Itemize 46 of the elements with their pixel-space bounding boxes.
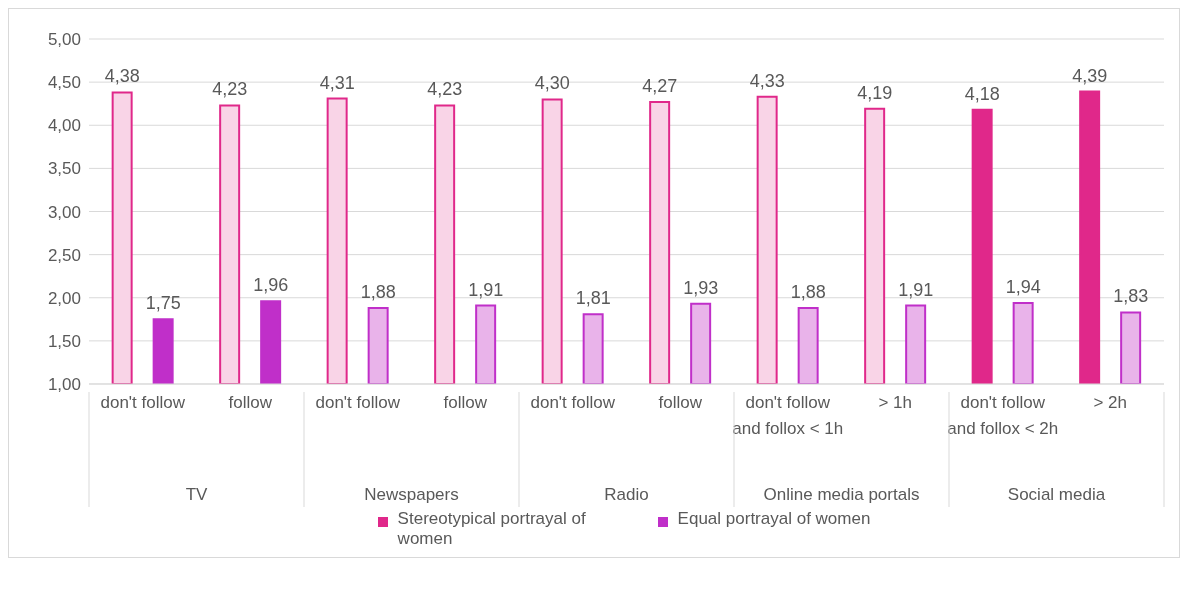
data-label: 1,88 bbox=[790, 282, 826, 303]
data-label: 1,96 bbox=[253, 275, 289, 296]
y-tick-label: 3,00 bbox=[47, 202, 81, 222]
data-label: 1,94 bbox=[1005, 276, 1041, 297]
y-tick-label: 5,00 bbox=[47, 30, 81, 50]
data-label: 4,23 bbox=[212, 79, 248, 100]
data-label: 4,30 bbox=[534, 73, 570, 94]
x-tick-label: follow bbox=[228, 393, 273, 412]
x-tick-label: follow bbox=[443, 393, 488, 412]
x-tick-label: > 1h bbox=[878, 393, 913, 412]
data-label: 1,75 bbox=[145, 293, 181, 314]
data-label: 4,19 bbox=[857, 82, 893, 103]
data-label: 4,27 bbox=[642, 75, 678, 96]
y-tick-label: 2,50 bbox=[47, 245, 81, 265]
x-tick-label: don't follow bbox=[100, 393, 186, 412]
text: Social media bbox=[1007, 485, 1106, 504]
y-tick-label: 4,50 bbox=[47, 73, 81, 93]
x-tick-label: don't follow bbox=[315, 393, 401, 412]
data-label: 4,23 bbox=[427, 79, 463, 100]
legend-label: Equal portrayal of women bbox=[677, 509, 871, 529]
x-tick-label: > 2h bbox=[1093, 393, 1128, 412]
text: TV bbox=[185, 485, 209, 504]
text: Online media portals bbox=[763, 485, 920, 504]
data-label: 1,91 bbox=[898, 279, 934, 300]
data-label: 1,81 bbox=[575, 288, 611, 309]
data-label: 4,33 bbox=[749, 70, 785, 91]
y-tick-label: 3,50 bbox=[47, 159, 81, 179]
text: Newspapers bbox=[364, 485, 459, 504]
y-tick-label: 1,00 bbox=[47, 375, 81, 395]
data-label: 4,39 bbox=[1072, 65, 1108, 86]
x-tick-label: don't follow and follox < 2h bbox=[947, 393, 1059, 438]
legend-label: Stereotypical portrayal of women bbox=[397, 509, 587, 549]
x-tick-label: follow bbox=[658, 393, 703, 412]
text: Radio bbox=[604, 485, 649, 504]
data-label: 4,18 bbox=[964, 83, 1000, 104]
y-tick-label: 4,00 bbox=[47, 116, 81, 136]
data-label: 1,93 bbox=[683, 277, 719, 298]
data-label: 4,31 bbox=[319, 72, 355, 93]
y-tick-label: 2,00 bbox=[47, 288, 81, 308]
data-label: 1,83 bbox=[1113, 286, 1149, 307]
x-tick-label: don't follow and follox < 1h bbox=[732, 393, 844, 438]
data-label: 1,88 bbox=[360, 282, 396, 303]
x-tick-label: don't follow bbox=[530, 393, 616, 412]
data-label: 1,91 bbox=[468, 279, 504, 300]
y-tick-label: 1,50 bbox=[47, 331, 81, 351]
data-label: 4,38 bbox=[104, 66, 140, 87]
